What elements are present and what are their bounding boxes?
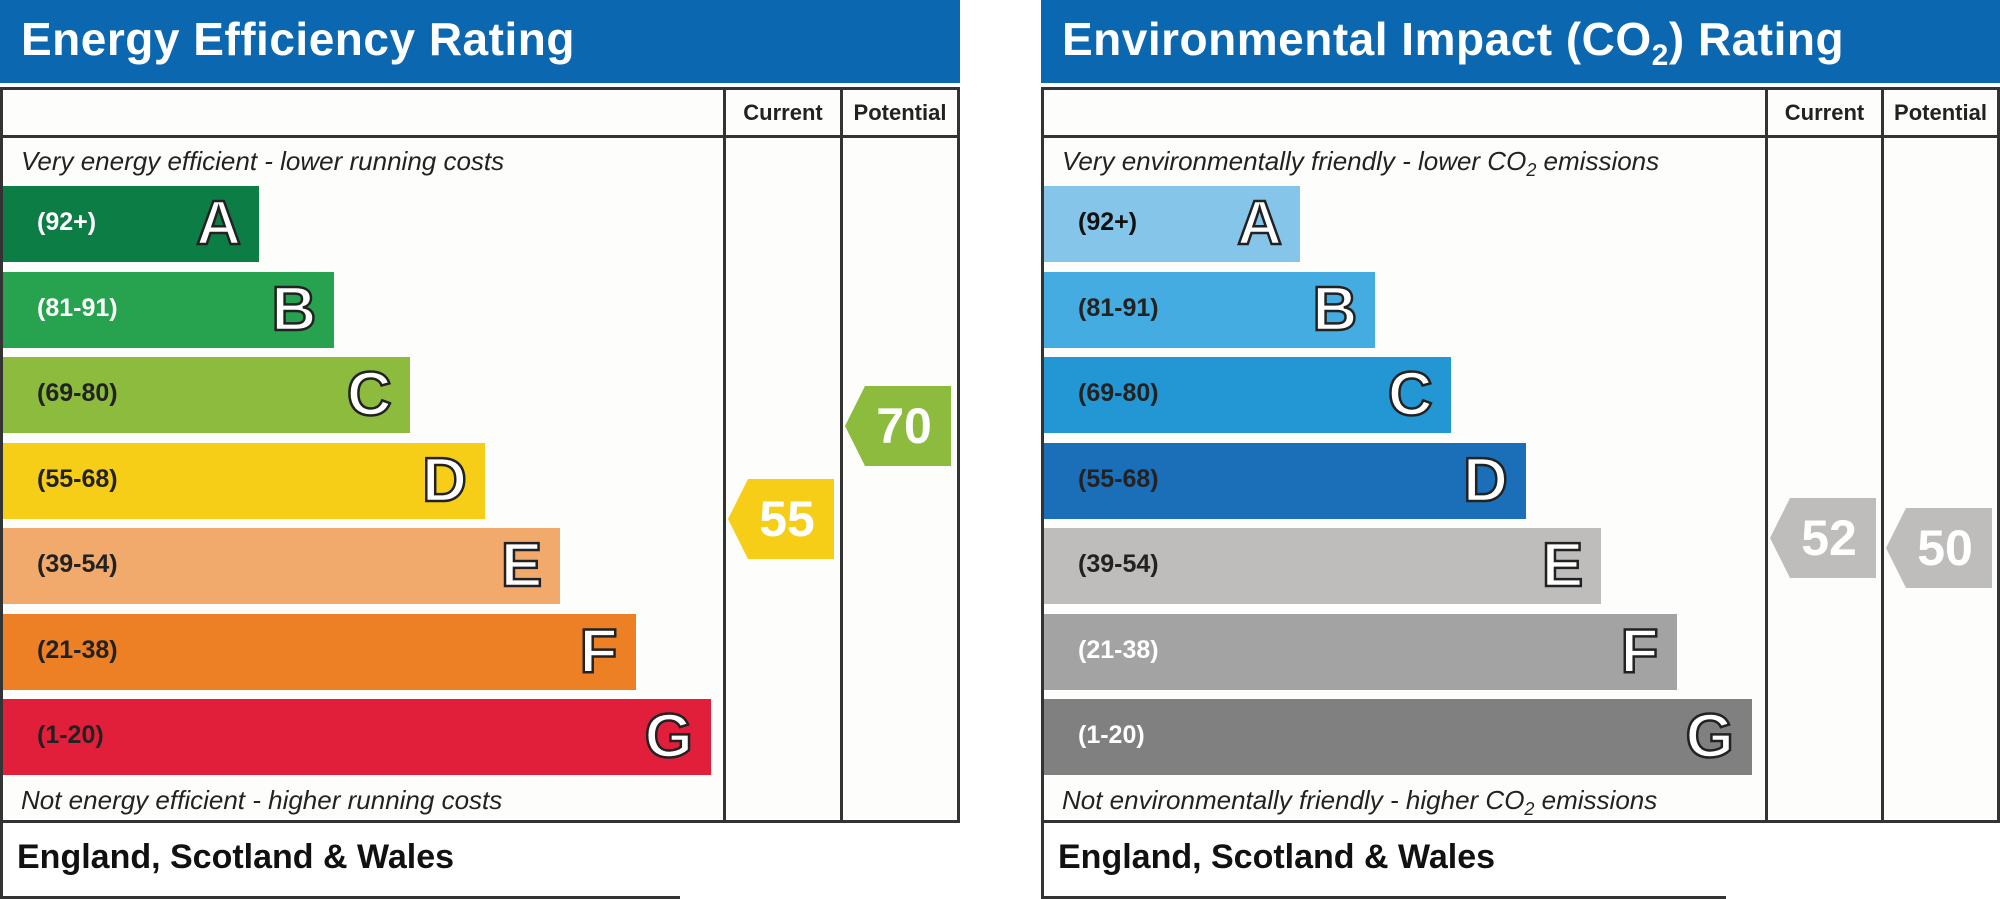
column-header-row [3, 90, 957, 138]
current-arrow-shape [728, 478, 834, 559]
band-letter: B [1311, 273, 1358, 345]
column-divider [840, 90, 843, 820]
current-rating-value: 52 [1801, 510, 1857, 567]
top-note: Very energy efficient - lower running co… [21, 146, 505, 176]
band-range-label: (39-54) [1078, 550, 1159, 578]
panel-title: Environmental Impact (CO2) Rating [1062, 13, 1845, 73]
panel-header: Environmental Impact (CO2) Rating [1041, 0, 2000, 83]
panel-header: Energy Efficiency Rating [0, 0, 960, 83]
rating-band-d: (55-68) D [3, 442, 485, 519]
rating-band-b: (81-91) B [1044, 271, 1376, 348]
region-label: England, Scotland & Wales [17, 838, 455, 876]
rating-frame: Current Potential Very energy efficient … [0, 87, 960, 823]
band-letter: E [500, 530, 544, 602]
column-divider [1765, 90, 1768, 820]
band-letter: F [1619, 615, 1659, 687]
band-letter: D [421, 444, 468, 516]
region-footer: England, Scotland & Wales [1041, 823, 1726, 899]
rating-band-b: (81-91) B [3, 271, 335, 348]
top-note: Very environmentally friendly - lower CO… [1062, 146, 1660, 181]
band-range-label: (69-80) [37, 379, 118, 407]
current-rating-arrow: 55 [728, 478, 834, 559]
band-letter: B [270, 273, 317, 345]
band-letter: G [643, 701, 694, 773]
band-range-label: (81-91) [1078, 293, 1159, 322]
column-divider [1881, 90, 1884, 820]
potential-arrow-polygon [845, 386, 951, 467]
column-header-row [1044, 90, 1997, 138]
current-rating-arrow: 52 [1770, 498, 1876, 579]
band-letter: A [195, 188, 242, 260]
band-range-label: (21-38) [37, 635, 118, 664]
bottom-note: Not environmentally friendly - higher CO… [1062, 785, 1658, 820]
rating-band-g: (1-20) G [1044, 699, 1752, 775]
band-range-label: (69-80) [1078, 379, 1159, 407]
band-letter: C [346, 359, 393, 431]
rating-band-c: (69-80) C [1044, 357, 1451, 433]
column-header-current: Current [743, 100, 823, 125]
potential-rating-arrow: 50 [1886, 508, 1992, 589]
band-letter: D [1462, 444, 1509, 516]
current-rating-value: 55 [759, 490, 815, 547]
rating-band-c: (69-80) C [3, 357, 410, 433]
band-range-label: (1-20) [37, 721, 104, 749]
region-footer: England, Scotland & Wales [0, 823, 680, 899]
band-letter: A [1236, 188, 1283, 260]
band-range-label: (21-38) [1078, 635, 1159, 664]
environmental-impact-panel: Environmental Impact (CO2) Rating Curren… [1041, 0, 2000, 899]
band-range-label: (1-20) [1078, 721, 1145, 749]
rating-band-f: (21-38) F [1044, 613, 1677, 690]
band-letter: G [1684, 701, 1735, 773]
rating-band-d: (55-68) D [1044, 442, 1526, 519]
rating-band-g: (1-20) G [3, 699, 711, 775]
potential-arrow-shape [1886, 508, 1992, 589]
band-letter: C [1387, 359, 1434, 431]
band-range-label: (39-54) [37, 550, 118, 578]
potential-rating-value: 70 [876, 398, 932, 455]
band-range-label: (81-91) [37, 293, 118, 322]
band-range-label: (92+) [1078, 208, 1138, 236]
column-header-potential: Potential [853, 100, 947, 125]
band-range-label: (55-68) [1078, 464, 1159, 493]
region-label: England, Scotland & Wales [1058, 838, 1496, 876]
potential-rating-arrow: 70 [845, 386, 951, 467]
current-arrow-polygon [1770, 498, 1876, 579]
rating-band-e: (39-54) E [3, 528, 561, 604]
energy-efficiency-panel: Energy Efficiency Rating Current Potenti… [0, 0, 960, 899]
potential-arrow-shape [845, 386, 951, 467]
rating-band-a: (92+) A [3, 186, 259, 262]
column-header-potential: Potential [1894, 100, 1987, 125]
column-header-current: Current [1784, 100, 1865, 125]
band-letter: F [578, 615, 618, 687]
rating-frame: Current Potential Very environmentally f… [1041, 87, 2000, 823]
rating-band-a: (92+) A [1044, 186, 1300, 262]
band-letter: E [1541, 530, 1585, 602]
band-range-label: (55-68) [37, 464, 118, 493]
current-arrow-shape [1770, 498, 1876, 579]
bottom-note: Not energy efficient - higher running co… [21, 785, 503, 815]
current-arrow-polygon [728, 478, 834, 559]
rating-band-e: (39-54) E [1044, 528, 1602, 604]
potential-rating-value: 50 [1917, 520, 1973, 577]
rating-band-f: (21-38) F [3, 613, 636, 690]
panel-title: Energy Efficiency Rating [21, 13, 575, 65]
column-divider [723, 90, 726, 820]
band-range-label: (92+) [37, 208, 97, 236]
potential-arrow-polygon [1886, 508, 1992, 589]
